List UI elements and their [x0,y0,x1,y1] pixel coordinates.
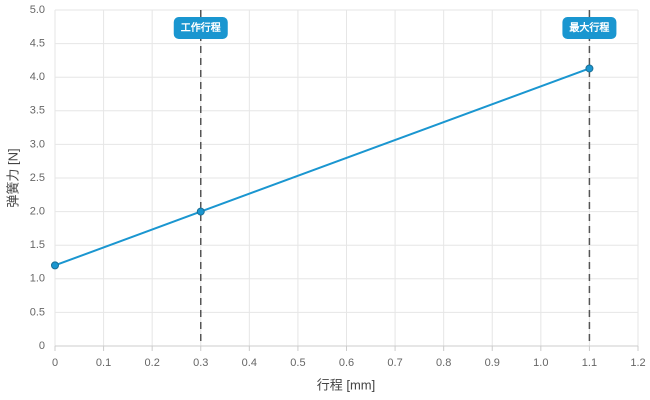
y-tick-label: 5.0 [30,4,45,16]
x-tick-label: 0 [52,357,58,369]
y-tick-label: 4.5 [30,38,45,50]
x-tick-label: 0.4 [242,357,257,369]
y-tick-label: 3.0 [30,138,45,150]
annotation-box [562,17,617,39]
x-tick-label: 0.9 [485,357,500,369]
y-tick-label: 0.5 [30,306,45,318]
x-tick-label: 0.1 [96,357,111,369]
annotation-box [173,17,228,39]
x-tick-label: 0.5 [290,357,305,369]
point [51,261,59,270]
y-tick-label: 1.0 [30,273,45,285]
point [585,64,594,73]
annotation-label: 工作行程 [181,21,221,34]
y-tick-label: 2.0 [30,206,45,218]
point [196,207,205,216]
annotation-label: 最大行程 [569,21,609,34]
y-tick-label: 4.0 [30,71,45,83]
y-axis-title: 弹簧力 [N] [5,148,20,207]
x-axis-title: 行程 [mm] [317,377,376,392]
x-tick-label: 0.2 [145,357,160,369]
x-tick-label: 1.2 [630,357,645,369]
x-tick-label: 0.8 [436,357,451,369]
y-tick-label: 1.5 [30,239,45,251]
y-tick-label: 2.5 [30,172,45,184]
y-tick-label: 3.5 [30,105,45,117]
line [54,67,590,267]
x-tick-label: 1.0 [533,357,548,369]
y-tick-label: 0 [39,340,45,352]
x-tick-label: 0.6 [339,357,354,369]
x-tick-label: 0.3 [193,357,208,369]
x-tick-label: 0.7 [387,357,402,369]
x-tick-label: 1.1 [582,357,597,369]
